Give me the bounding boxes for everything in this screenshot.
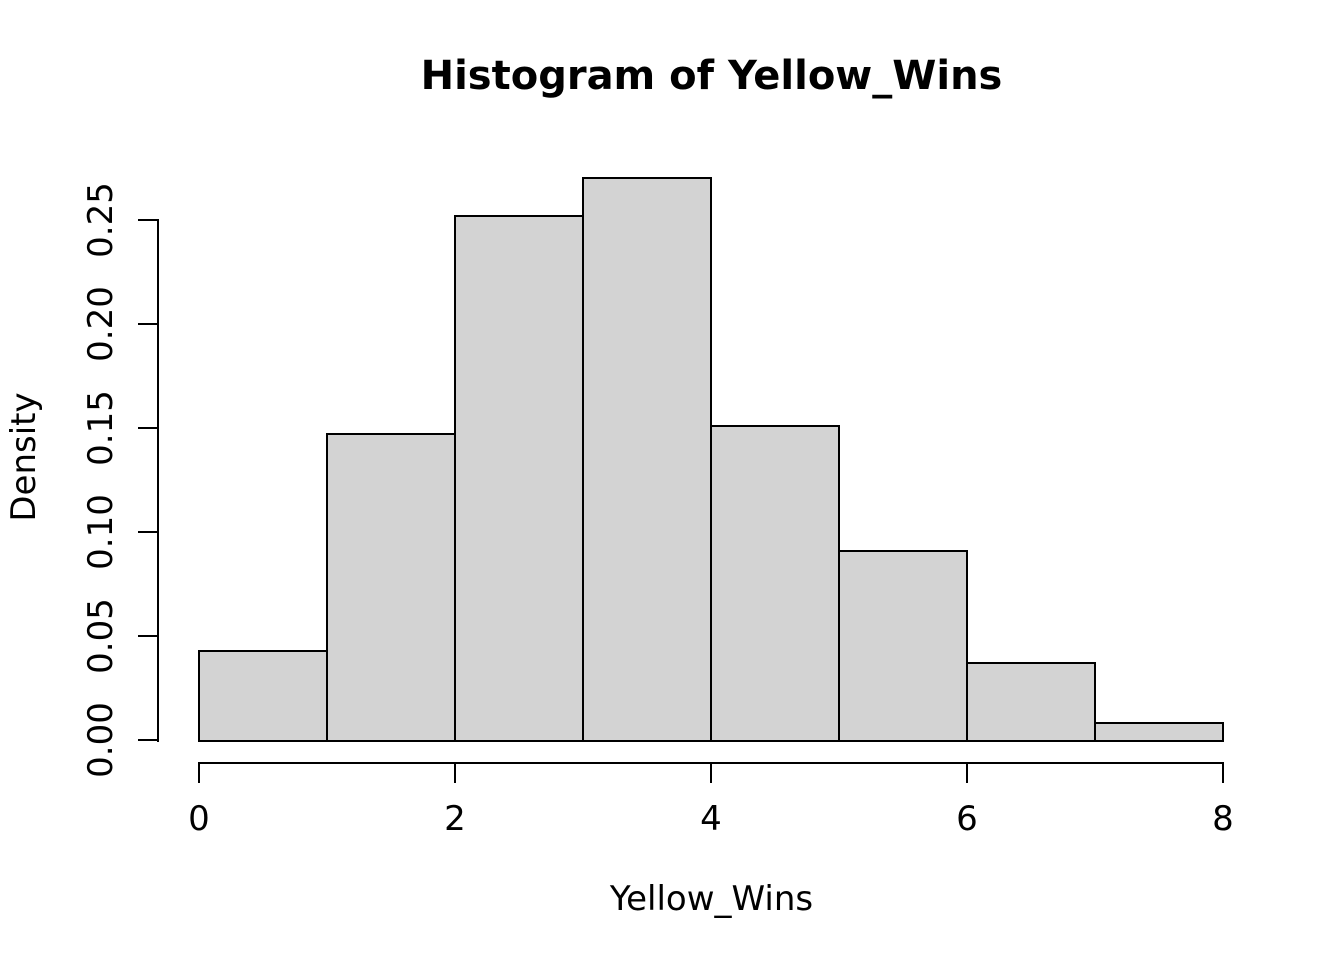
y-tick-mark [138,219,158,221]
x-tick-label: 8 [1212,799,1234,839]
histogram-bar [198,649,328,742]
y-tick-mark [138,531,158,533]
y-axis-label: Density [4,392,44,522]
y-axis-line [157,219,159,742]
histogram-bar [326,433,456,742]
histogram-bar [454,214,584,742]
x-tick-mark [198,763,200,783]
histogram-bar [966,662,1096,742]
x-tick-label: 0 [188,799,210,839]
x-axis-label: Yellow_Wins [609,879,814,919]
x-tick-label: 4 [700,799,722,839]
y-tick-mark [138,635,158,637]
chart-title: Histogram of Yellow_Wins [420,53,1003,99]
y-tick-label: 0.20 [81,286,121,362]
y-tick-mark [138,739,158,741]
x-tick-mark [710,763,712,783]
x-tick-label: 2 [444,799,466,839]
x-tick-mark [1222,763,1224,783]
y-tick-mark [138,427,158,429]
x-tick-label: 6 [956,799,978,839]
y-tick-label: 0.00 [81,702,121,778]
histogram-bar [710,424,840,742]
y-tick-label: 0.25 [81,182,121,258]
y-tick-label: 0.10 [81,494,121,570]
histogram-bar [582,177,712,742]
histogram-bar [1094,722,1224,742]
y-tick-label: 0.05 [81,598,121,674]
x-tick-mark [454,763,456,783]
histogram-bar [838,549,968,742]
x-tick-mark [966,763,968,783]
y-tick-mark [138,323,158,325]
y-tick-label: 0.15 [81,390,121,466]
